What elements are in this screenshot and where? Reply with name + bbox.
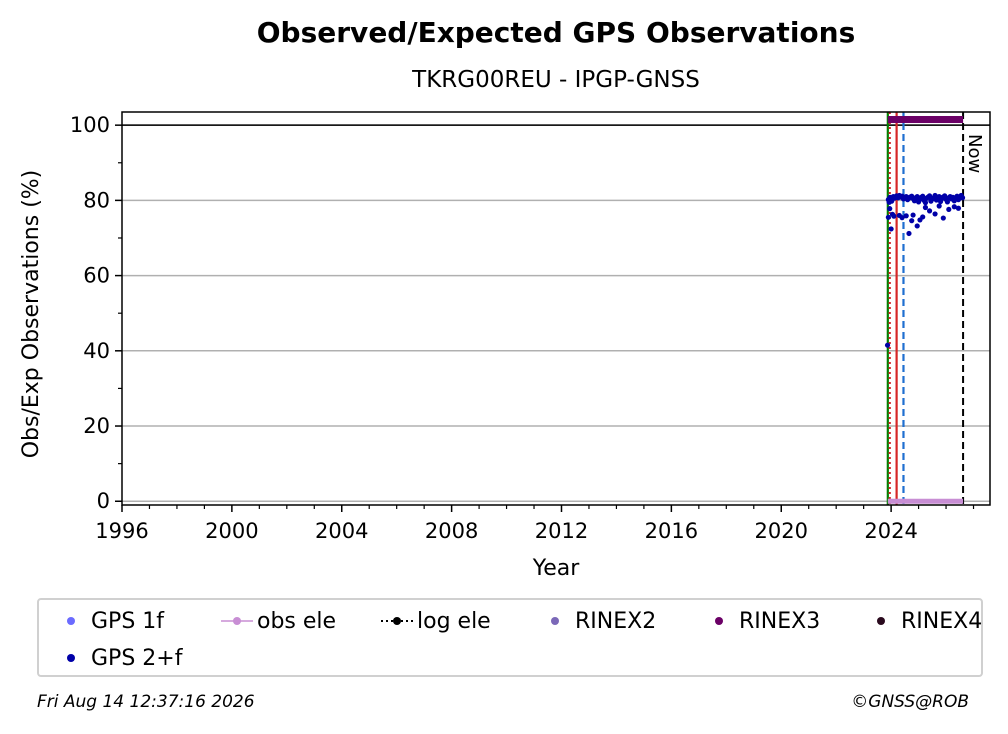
x-tick-label: 2012 — [535, 519, 588, 543]
data-point — [884, 342, 891, 348]
data-point — [920, 193, 926, 199]
legend-label: obs ele — [257, 608, 337, 634]
data-point — [906, 230, 912, 237]
footer-timestamp: Fri Aug 14 12:37:16 2026 — [37, 692, 255, 712]
data-point — [944, 199, 951, 205]
data-point — [922, 200, 929, 206]
legend-marker-icon — [217, 608, 257, 634]
data-point — [891, 213, 897, 219]
legend-marker-icon — [377, 608, 417, 634]
y-tick-label: 80 — [83, 188, 110, 212]
y-tick-label: 0 — [97, 489, 110, 513]
x-tick-label: 2008 — [425, 519, 478, 543]
data-point — [932, 211, 938, 217]
legend-marker-icon — [699, 608, 739, 634]
data-point — [887, 206, 893, 212]
legend-label: RINEX4 — [901, 608, 983, 634]
data-point — [922, 204, 929, 211]
x-tick-label: 2000 — [205, 519, 258, 543]
plot-area: Now 0 20 40 60 80 100 1996 2000 2004 2008 2012 2016 2… — [70, 111, 991, 543]
now-label: Now — [964, 134, 985, 173]
x-tick-label: 1996 — [95, 519, 148, 543]
legend-marker-icon — [51, 645, 91, 671]
chart-title: Observed/Expected GPS Observations — [257, 16, 856, 49]
x-tick-label: 2020 — [755, 519, 808, 543]
data-point — [899, 215, 905, 221]
data-point — [940, 215, 946, 221]
data-point — [888, 226, 894, 232]
legend-item: RINEX4 — [861, 608, 982, 634]
legend-label: GPS 1f — [91, 608, 165, 634]
y-tick-label: 100 — [70, 113, 110, 137]
data-point — [951, 204, 957, 210]
legend-item: RINEX3 — [699, 608, 820, 634]
data-point — [885, 214, 891, 220]
data-point — [920, 214, 926, 220]
x-axis-label: Year — [532, 556, 581, 581]
data-point — [955, 205, 962, 211]
legend-marker-icon — [535, 608, 575, 634]
legend-item: GPS 2+f — [51, 645, 182, 671]
footer-credit: ©GNSS@ROB — [851, 692, 969, 712]
legend-marker-icon — [861, 608, 901, 634]
legend-label: GPS 2+f — [91, 645, 183, 671]
data-point — [914, 223, 920, 229]
legend-item: RINEX2 — [535, 608, 656, 634]
legend-label: log ele — [417, 608, 491, 634]
data-point — [903, 213, 909, 219]
data-point — [910, 212, 916, 218]
x-tick-label: 2024 — [864, 519, 917, 543]
legend-item: log ele — [377, 608, 491, 634]
plot-background — [122, 112, 990, 505]
data-point — [959, 195, 966, 201]
plot-frame — [121, 111, 991, 506]
data-point — [946, 206, 952, 213]
legend-item: GPS 1f — [51, 608, 164, 634]
y-axis-label: Obs/Exp Observations (%) — [19, 170, 44, 459]
data-point — [926, 208, 933, 214]
legend-label: RINEX3 — [739, 608, 821, 634]
y-tick-label: 60 — [83, 264, 110, 288]
legend: GPS 1f obs ele log ele RINEX2 RINEX3 RINEX4 GP… — [37, 598, 983, 677]
y-tick-label: 20 — [83, 414, 110, 438]
legend-item: obs ele — [217, 608, 336, 634]
y-tick-label: 40 — [83, 339, 110, 363]
x-tick-label: 2004 — [315, 519, 368, 543]
legend-marker-icon — [51, 608, 91, 634]
data-point — [936, 203, 942, 209]
chart-subtitle: TKRG00REU - IPGP-GNSS — [411, 67, 700, 93]
legend-label: RINEX2 — [575, 608, 657, 634]
data-point — [909, 218, 915, 224]
x-tick-label: 2016 — [645, 519, 698, 543]
